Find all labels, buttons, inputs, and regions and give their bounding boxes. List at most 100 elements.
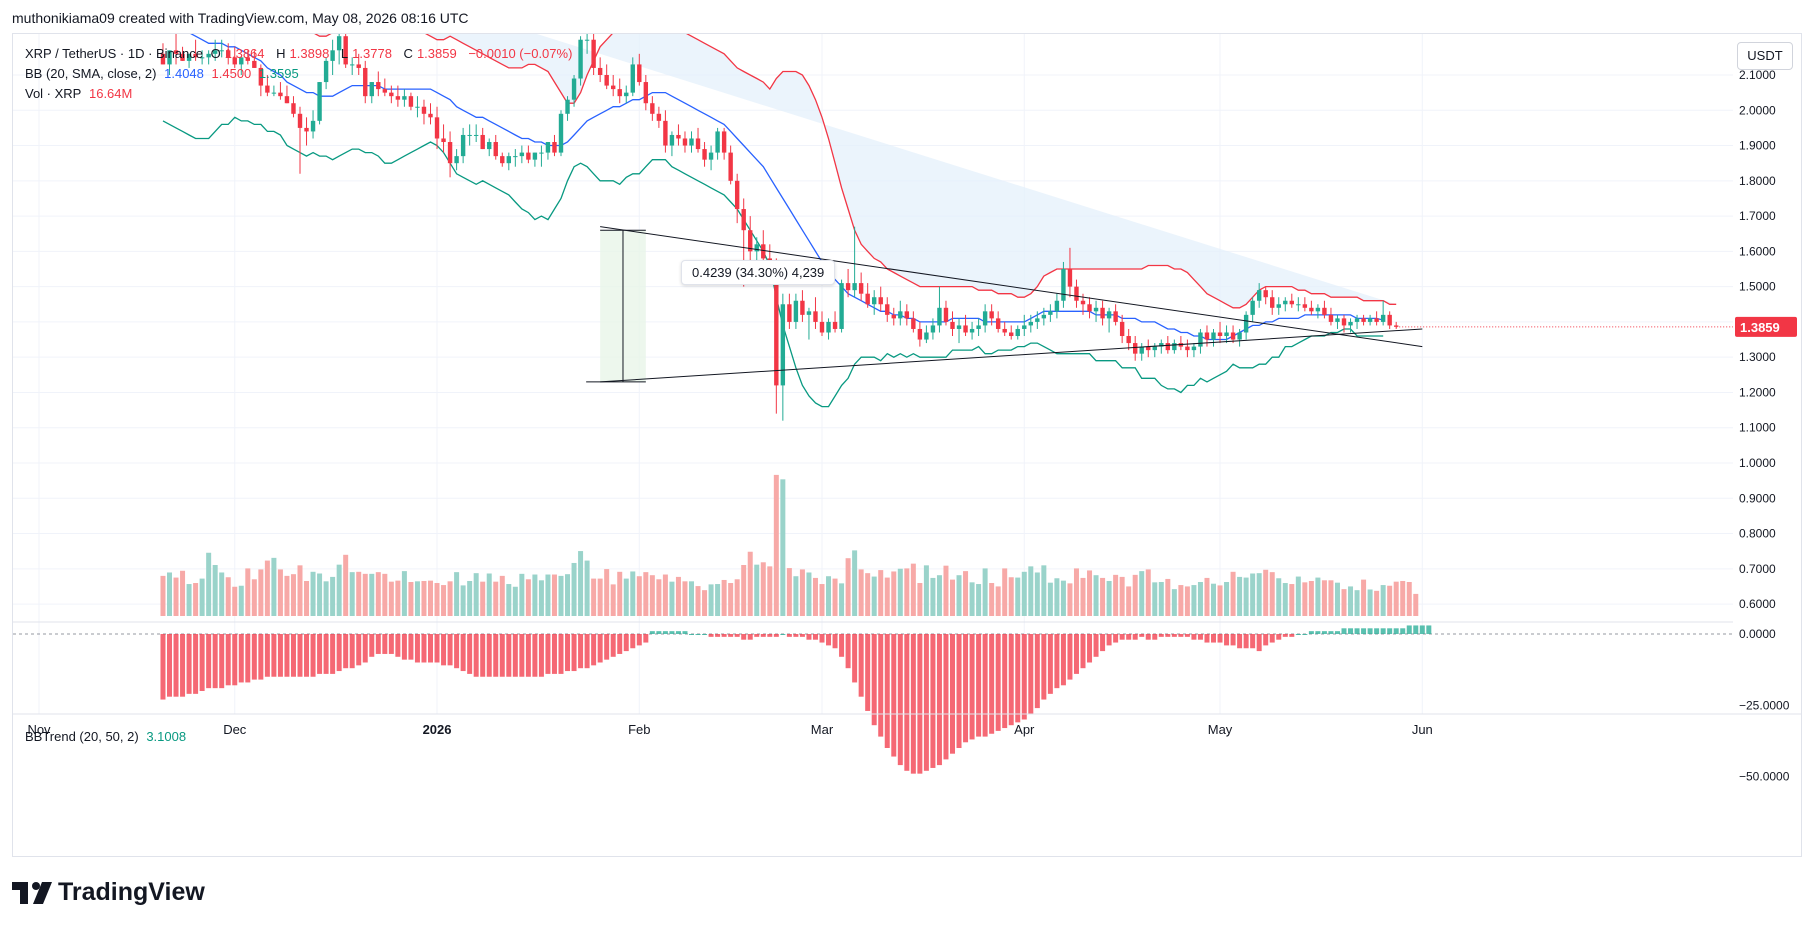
bbtrend-bar	[812, 634, 818, 640]
bbtrend-bar	[467, 634, 473, 674]
volume-bar	[1106, 580, 1112, 616]
candle-body	[1080, 300, 1086, 305]
candle-body	[1074, 286, 1079, 301]
bbtrend-bar	[773, 634, 779, 637]
volume-bar	[604, 569, 610, 616]
candle-body	[924, 332, 929, 340]
candle-body	[650, 103, 655, 114]
volume-bar	[1354, 590, 1360, 616]
volume-bar	[1002, 568, 1008, 616]
bb-lower-value: 1.3595	[258, 66, 299, 81]
bbtrend-bar	[180, 634, 186, 697]
bbtrend-bar	[356, 634, 362, 666]
volume-bar	[936, 575, 942, 616]
bbtrend-bar	[264, 634, 270, 677]
candle-body	[1348, 321, 1353, 326]
candle-body	[1276, 304, 1281, 308]
volume-bar	[1197, 582, 1203, 616]
bbtrend-bar	[1028, 634, 1034, 714]
bbtrend-bar	[1334, 631, 1340, 634]
candle-body	[1061, 269, 1066, 301]
bbtrend-bar	[1374, 628, 1380, 634]
candle-body	[611, 85, 616, 90]
volume-bar	[950, 579, 955, 616]
bbtrend-bar	[708, 634, 714, 637]
bbtrend-bar	[421, 634, 427, 663]
chart-caption: muthonikiama09 created with TradingView.…	[12, 10, 469, 26]
volume-bar	[193, 583, 199, 616]
symbol-label[interactable]: XRP / TetherUS · 1D · Binance	[25, 46, 203, 61]
price-chart[interactable]: 2.1000 2.0000 1.9000 1.8000 1.7000 1.6000 1.50…	[13, 34, 1802, 857]
candle-body	[304, 127, 309, 132]
volume-bar	[1321, 580, 1327, 616]
volume-bar	[754, 564, 760, 616]
bbtrend-bar	[591, 634, 597, 666]
bbtrend-bar	[636, 634, 642, 646]
volume-bar	[1269, 572, 1275, 616]
candle-body	[395, 96, 401, 100]
volume-bar	[1211, 583, 1216, 616]
bbtrend-bar	[1380, 628, 1386, 634]
volume-bar	[565, 574, 571, 616]
bbtrend-bar	[193, 634, 199, 694]
candle-body	[1185, 346, 1190, 351]
candle-body	[180, 53, 185, 61]
bbtrend-bar	[1367, 628, 1373, 634]
volume-bar	[467, 580, 473, 616]
volume-bar	[1348, 586, 1354, 616]
volume-bar	[675, 576, 681, 616]
bbtrend-bar	[565, 634, 571, 672]
candle-body	[702, 149, 707, 160]
volume-bar	[871, 576, 877, 616]
volume-bar	[1080, 577, 1086, 616]
bbtrend-bar	[317, 634, 323, 674]
bbtrend-bar	[604, 634, 610, 660]
volume-bar	[375, 572, 381, 616]
candle-body	[976, 325, 981, 329]
bbtrend-bar	[1178, 634, 1184, 637]
volume-bar	[721, 579, 727, 616]
candle-body	[643, 82, 649, 104]
currency-selector[interactable]: USDT	[1737, 42, 1793, 70]
candle-body	[1250, 300, 1255, 315]
candle-body	[1054, 300, 1060, 312]
candle-body	[774, 269, 779, 386]
chart-frame[interactable]: 2.1000 2.0000 1.9000 1.8000 1.7000 1.6000 1.50…	[12, 33, 1802, 857]
volume-bar	[421, 580, 427, 616]
volume-bar	[636, 576, 642, 616]
candle-body	[460, 134, 466, 157]
volume-bar	[708, 584, 714, 616]
price-tick-label: 1.1000	[1739, 421, 1776, 435]
bbtrend-bar	[682, 631, 688, 634]
volume-bar	[317, 573, 323, 616]
candle-body	[813, 311, 818, 322]
volume-label[interactable]: Vol · XRP	[25, 86, 82, 101]
bbtrend-bar	[1289, 634, 1295, 637]
price-plot	[160, 34, 1423, 421]
volume-bar	[486, 573, 492, 616]
volume-bar	[669, 581, 675, 616]
bbtrend-bar	[1106, 634, 1112, 646]
bbtrend-bar	[982, 634, 988, 737]
bbtrend-bar	[1008, 634, 1014, 726]
volume-bar	[695, 586, 701, 616]
volume-bar	[623, 578, 629, 616]
bbtrend-bar	[173, 634, 179, 697]
candle-body	[297, 113, 303, 128]
volume-bar	[643, 572, 649, 616]
candle-body	[963, 325, 968, 333]
volume-bar	[1367, 589, 1373, 616]
candle-body	[376, 82, 381, 90]
tradingview-logo[interactable]: TradingView	[12, 878, 205, 907]
volume-bar	[832, 578, 838, 616]
candle-body	[265, 85, 270, 93]
volume-bar	[232, 586, 238, 616]
volume-bar	[297, 565, 303, 616]
volume-bar	[597, 578, 603, 616]
volume-bar	[493, 581, 499, 616]
bb-label[interactable]: BB (20, SMA, close, 2)	[25, 66, 157, 81]
ohlc-high: H 1.3898	[276, 46, 330, 61]
bbtrend-label[interactable]: BBTrend (20, 50, 2)	[25, 729, 139, 744]
candle-body	[323, 60, 329, 83]
volume-bar	[1243, 577, 1249, 616]
